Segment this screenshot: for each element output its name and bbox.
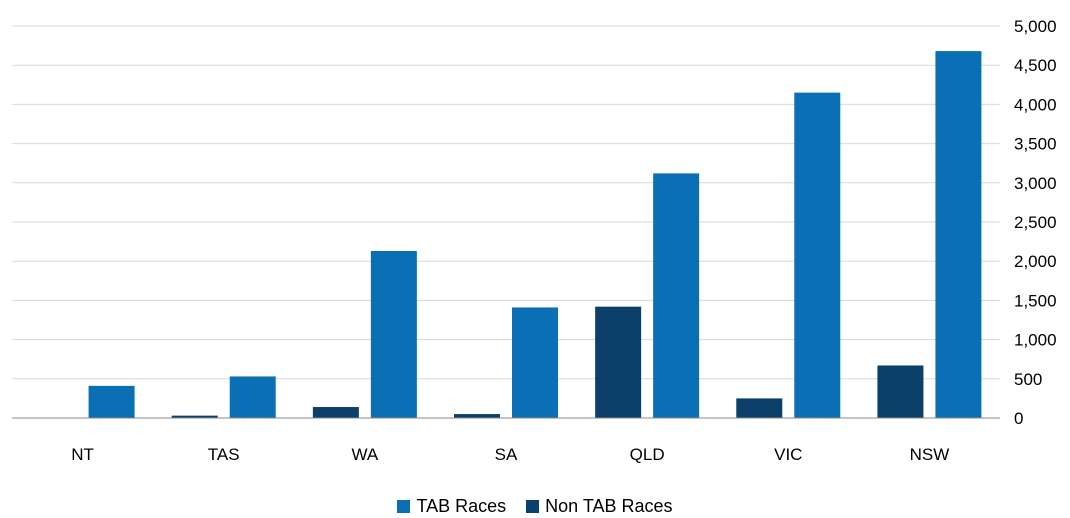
bar-tab-races-tas xyxy=(229,376,276,418)
bar-tab-races-wa xyxy=(370,251,417,418)
bar-non-tab-races-vic xyxy=(736,398,783,418)
y-tick-label: 0 xyxy=(1014,409,1023,428)
bar-tab-races-sa xyxy=(512,307,558,418)
y-tick-label: 2,000 xyxy=(1014,252,1057,271)
y-axis-ticks: 0 500 1,000 1,500 2,000 2,500 3,000 3,500 4,000 4… xyxy=(1014,17,1057,428)
bar-tab-races-qld xyxy=(653,173,700,418)
bar-non-tab-races-nsw xyxy=(877,365,924,418)
x-tick-label: QLD xyxy=(630,445,665,464)
y-tick-label: 3,000 xyxy=(1014,174,1057,193)
bar-tab-races-vic xyxy=(794,92,841,418)
legend-label-non-tab: Non TAB Races xyxy=(545,496,673,516)
legend-item-non-tab: Non TAB Races xyxy=(526,496,673,517)
y-tick-label: 2,500 xyxy=(1014,213,1057,232)
bars xyxy=(88,51,982,418)
bar-non-tab-races-sa xyxy=(454,414,500,418)
x-tick-label: TAS xyxy=(208,445,240,464)
legend-swatch-non-tab xyxy=(526,500,540,513)
legend: TAB Races Non TAB Races xyxy=(0,496,1070,517)
x-tick-label: SA xyxy=(495,445,518,464)
y-tick-label: 4,000 xyxy=(1014,95,1057,114)
x-tick-label: VIC xyxy=(774,445,802,464)
bar-non-tab-races-qld xyxy=(595,306,642,418)
legend-item-tab: TAB Races xyxy=(397,496,506,517)
gridlines xyxy=(12,25,1000,380)
legend-swatch-tab xyxy=(397,500,411,513)
x-tick-label: NSW xyxy=(910,445,950,464)
bar-non-tab-races-wa xyxy=(312,407,359,418)
y-tick-label: 1,500 xyxy=(1014,291,1057,310)
y-tick-label: 5,000 xyxy=(1014,17,1057,36)
x-axis-ticks: NT TAS WA SA QLD VIC NSW xyxy=(71,445,949,464)
y-tick-label: 1,000 xyxy=(1014,331,1057,350)
y-tick-label: 500 xyxy=(1014,370,1042,389)
y-tick-label: 3,500 xyxy=(1014,135,1057,154)
bar-non-tab-races-tas xyxy=(171,415,218,418)
legend-label-tab: TAB Races xyxy=(416,496,507,516)
x-tick-label: NT xyxy=(71,445,94,464)
x-tick-label: WA xyxy=(351,445,378,464)
bar-tab-races-nt xyxy=(88,385,135,418)
bar-tab-races-nsw xyxy=(935,51,982,418)
y-tick-label: 4,500 xyxy=(1014,56,1057,75)
